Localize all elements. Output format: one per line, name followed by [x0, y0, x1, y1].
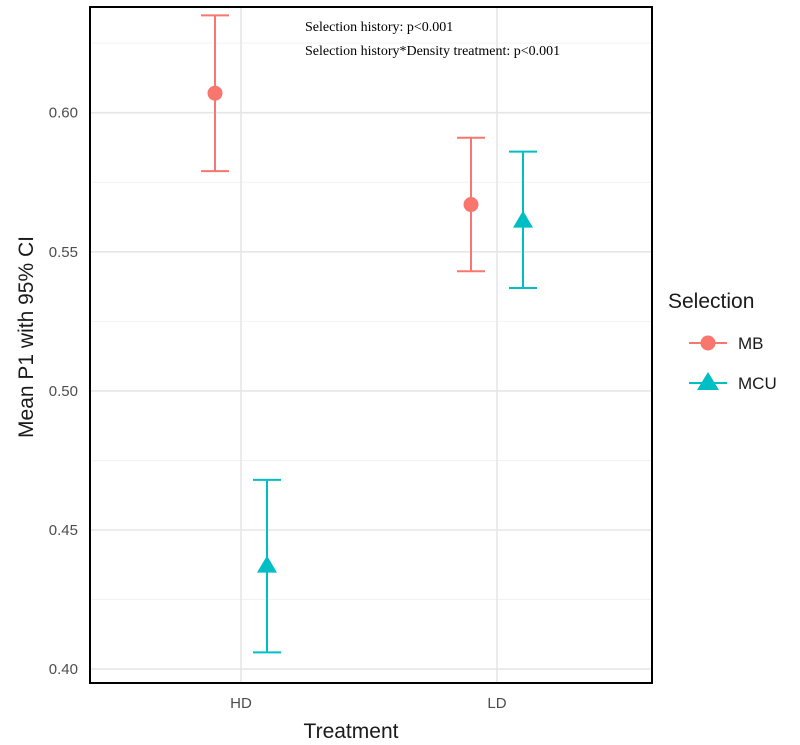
legend-key-triangle: [697, 372, 719, 390]
point-mcu-ld: [513, 210, 533, 228]
plot-panel-border: [89, 6, 653, 684]
y-axis-title: Mean P1 with 95% CI: [15, 236, 38, 438]
y-tick-label: 0.50: [49, 383, 78, 400]
y-tick-label: 0.45: [49, 522, 78, 539]
legend-items: MB MCU: [689, 334, 777, 393]
x-axis-title: Treatment: [304, 720, 399, 743]
legend-title: Selection: [668, 290, 754, 313]
y-tick-label: 0.60: [49, 105, 78, 122]
legend-item-mb: MB: [689, 334, 764, 353]
annotation-selection-history: Selection history: p<0.001: [305, 20, 453, 35]
y-tick-label: 0.55: [49, 244, 78, 261]
x-axis-ticks: HD LD: [230, 695, 507, 712]
data-marks: [201, 14, 537, 654]
legend-item-mcu: MCU: [689, 372, 777, 393]
grid-minor-lines: [90, 42, 652, 601]
legend-label: MCU: [738, 374, 777, 393]
x-tick-label: HD: [230, 695, 252, 712]
grid-major-lines: [90, 7, 652, 683]
y-axis-ticks: 0.40 0.45 0.50 0.55 0.60: [49, 105, 78, 678]
point-mb-ld: [463, 197, 479, 213]
x-tick-label: LD: [487, 695, 506, 712]
y-tick-label: 0.40: [49, 661, 78, 678]
point-mcu-hd: [257, 555, 277, 573]
legend: Selection MB MCU: [668, 290, 777, 393]
annotation-interaction: Selection history*Density treatment: p<0…: [305, 44, 560, 59]
legend-label: MB: [738, 334, 764, 353]
point-mb-hd: [207, 85, 223, 101]
legend-key-circle: [700, 335, 716, 351]
